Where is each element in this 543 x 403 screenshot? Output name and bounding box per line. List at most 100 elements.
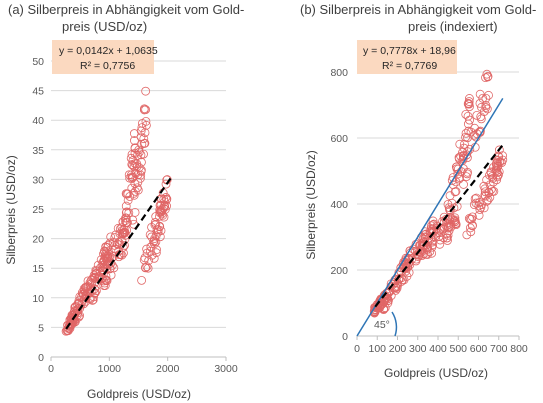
data-point xyxy=(442,221,452,231)
data-point xyxy=(386,291,396,301)
data-point xyxy=(467,221,477,231)
data-point xyxy=(459,143,469,153)
y-tick-label: 30 xyxy=(32,174,44,186)
y-tick-label: 0 xyxy=(38,352,44,364)
y-tick-label: 35 xyxy=(32,145,44,157)
data-point xyxy=(465,115,474,125)
data-point xyxy=(157,206,166,216)
data-point xyxy=(104,260,113,269)
data-point xyxy=(159,203,169,213)
data-point xyxy=(396,277,406,286)
data-point xyxy=(124,208,134,218)
y-tick-label: 5 xyxy=(38,322,44,334)
data-point xyxy=(462,172,471,182)
data-point xyxy=(85,278,95,288)
data-point xyxy=(480,187,490,197)
chart-a-title-line-2: preis (USD/oz) xyxy=(62,19,147,34)
data-point xyxy=(162,194,172,204)
chart-a-points xyxy=(61,86,172,336)
data-point xyxy=(425,247,435,257)
x-tick-label: 0 xyxy=(48,363,54,375)
data-point xyxy=(461,109,471,119)
data-point xyxy=(432,221,442,231)
data-point xyxy=(485,170,494,180)
data-point xyxy=(434,228,444,238)
data-point xyxy=(477,102,486,112)
data-point xyxy=(139,139,149,148)
data-point xyxy=(483,72,493,82)
data-point xyxy=(137,123,147,133)
data-point xyxy=(141,105,151,115)
y-tick-label: 10 xyxy=(32,293,44,305)
data-point xyxy=(139,134,149,144)
data-point xyxy=(475,98,485,108)
data-point xyxy=(426,221,436,231)
data-point xyxy=(447,198,457,208)
data-point xyxy=(91,265,101,275)
data-point xyxy=(150,220,160,230)
chart-a-title-line-1: (a) Silberpreis in Abhängigkeit vom Gold… xyxy=(8,2,244,17)
data-point xyxy=(429,227,439,237)
data-point xyxy=(403,262,413,272)
y-tick-label: 200 xyxy=(330,265,348,277)
x-tick-label: 400 xyxy=(429,343,447,355)
data-point xyxy=(427,242,437,252)
data-point xyxy=(442,218,452,228)
x-tick-label: 2000 xyxy=(156,363,180,375)
chart-b-angle-arc xyxy=(391,311,398,337)
data-point xyxy=(118,229,128,238)
data-point xyxy=(464,99,474,109)
data-point xyxy=(157,209,167,219)
data-point xyxy=(140,128,150,138)
data-point xyxy=(471,198,481,208)
data-point xyxy=(104,249,114,259)
data-point xyxy=(129,162,139,171)
data-point xyxy=(481,101,491,110)
chart-a-lines xyxy=(65,177,172,330)
y-tick-label: 800 xyxy=(330,67,348,79)
data-point xyxy=(443,199,453,209)
data-point xyxy=(379,304,389,313)
data-point xyxy=(139,104,149,114)
data-point xyxy=(494,145,504,155)
data-point xyxy=(459,180,468,189)
data-point xyxy=(451,186,461,196)
data-point xyxy=(123,195,133,205)
data-point xyxy=(463,167,472,177)
data-point xyxy=(471,193,481,203)
x-tick-label: 700 xyxy=(490,343,508,355)
data-point xyxy=(103,253,113,263)
chart-b: (b) Silberpreis in Abhängigkeit vom Gold… xyxy=(300,2,536,380)
y-tick-label: 15 xyxy=(32,263,44,275)
data-point xyxy=(139,255,149,265)
data-point xyxy=(122,189,132,199)
data-point xyxy=(158,210,168,220)
data-point xyxy=(461,132,470,142)
data-point xyxy=(152,245,161,255)
data-point xyxy=(141,120,151,130)
data-point xyxy=(474,201,484,211)
chart-a: (a) Silberpreis in Abhängigkeit vom Gold… xyxy=(4,2,244,401)
data-point xyxy=(463,98,473,108)
x-tick-label: 0 xyxy=(354,343,360,355)
data-point xyxy=(485,180,495,190)
data-point xyxy=(122,207,132,217)
data-point xyxy=(157,205,167,214)
data-point xyxy=(498,151,507,161)
data-point xyxy=(463,111,473,121)
data-point xyxy=(90,284,100,294)
data-point xyxy=(460,139,469,149)
data-point xyxy=(113,223,123,233)
data-point xyxy=(137,157,146,167)
data-point xyxy=(423,242,432,252)
data-point xyxy=(420,230,430,240)
data-point xyxy=(448,173,458,182)
chart-a-ticks: 0 5 10 15 20 25 30 35 40 45 50 0 1000 2000 3000 xyxy=(32,56,238,375)
data-point xyxy=(123,218,132,228)
data-point xyxy=(160,197,170,207)
data-point xyxy=(131,168,141,178)
x-tick-label: 500 xyxy=(449,343,467,355)
y-tick-label: 0 xyxy=(342,331,348,343)
x-tick-label: 800 xyxy=(510,343,528,355)
data-point xyxy=(132,159,142,169)
